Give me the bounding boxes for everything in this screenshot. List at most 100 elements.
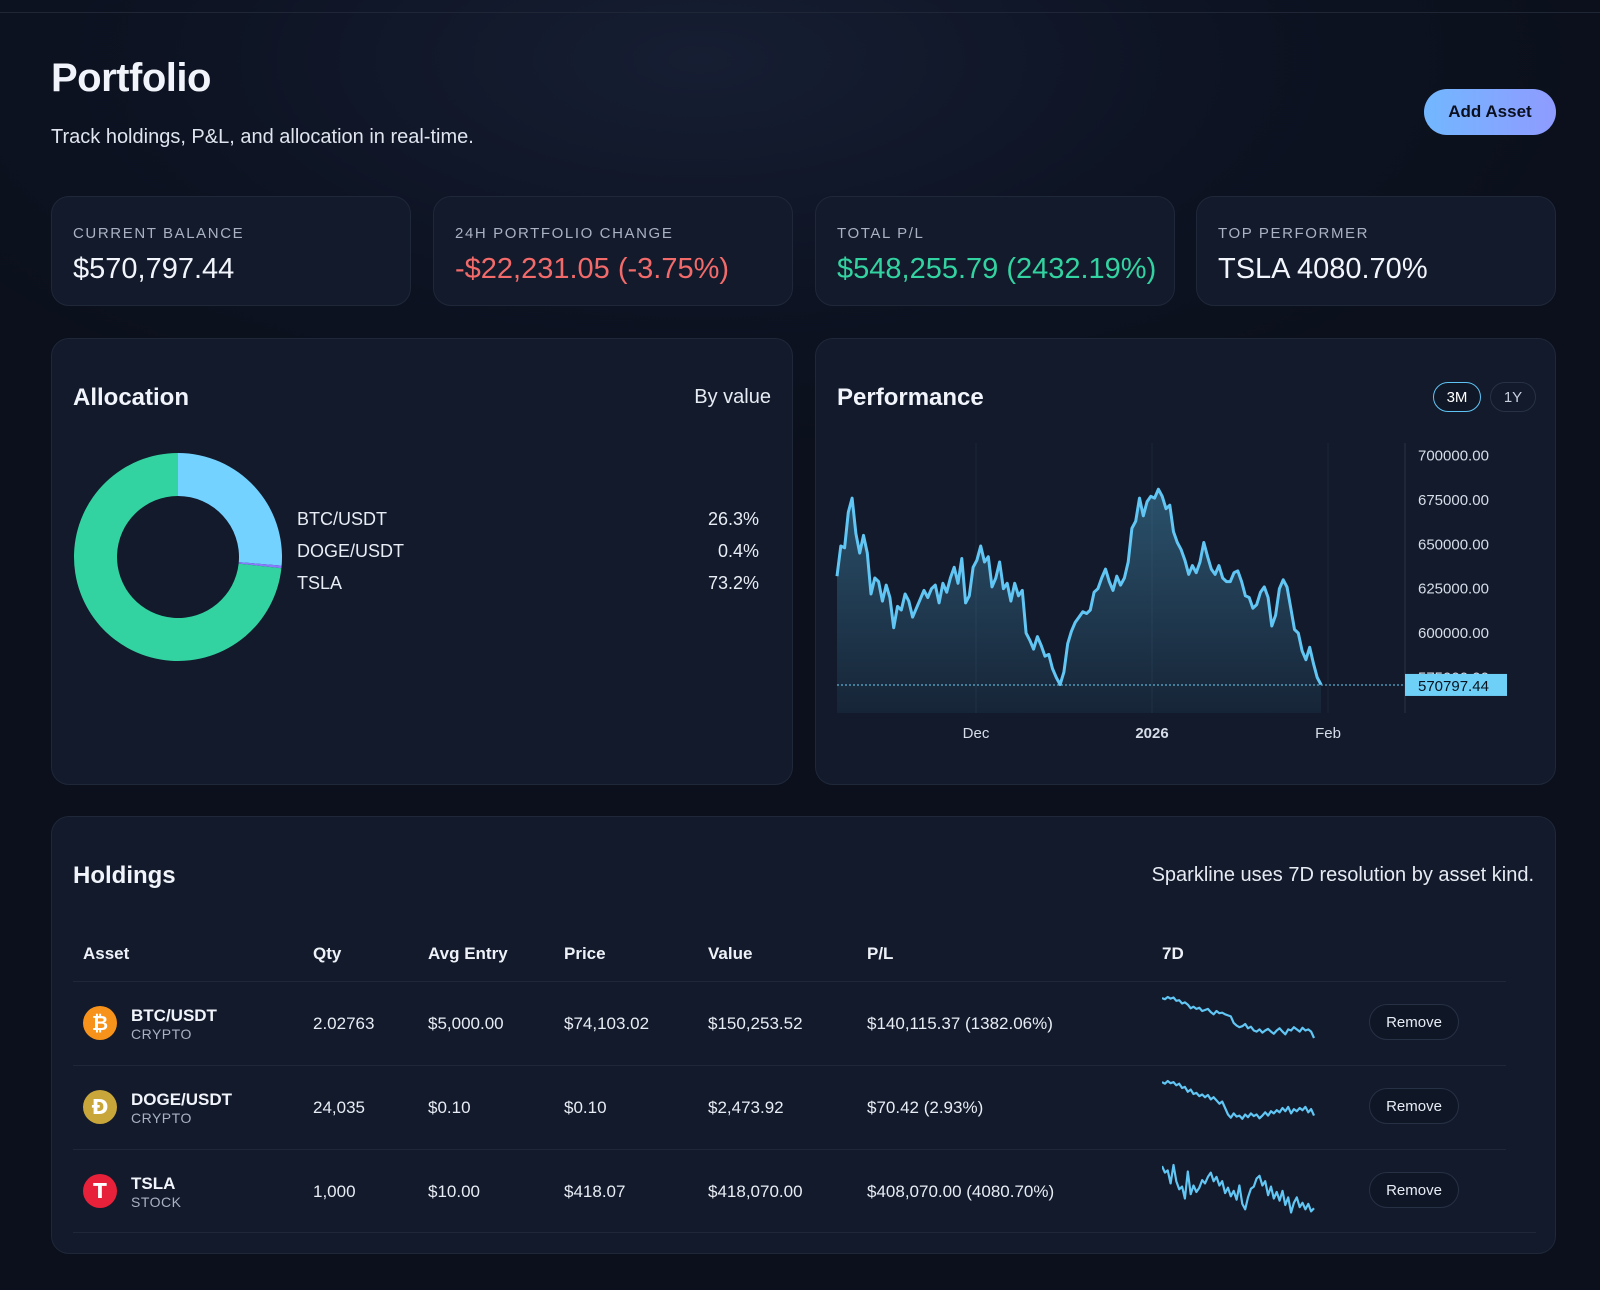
window-top-border	[0, 12, 1600, 13]
remove-button[interactable]: Remove	[1369, 1172, 1459, 1208]
legend-label: DOGE/USDT	[297, 541, 405, 561]
asset-kind: STOCK	[131, 1194, 182, 1210]
column-header-7d: 7D	[1162, 944, 1184, 963]
performance-line	[835, 487, 1323, 687]
stat-card-total-pl: TOTAL P/L $548,255.79 (2432.19%)	[815, 196, 1175, 306]
y-tick-label: 700000.00	[1418, 447, 1489, 464]
legend-item-doge: DOGE/USDT 0.4%	[297, 541, 759, 573]
column-header-pl: P/L	[867, 944, 894, 963]
legend-item-tsla: TSLA 73.2%	[297, 573, 759, 605]
asset-name: BTC/USDT	[131, 1006, 217, 1025]
price-cell: $418.07	[564, 1182, 626, 1201]
column-header-qty: Qty	[313, 944, 342, 963]
stat-value: $548,255.79 (2432.19%)	[837, 253, 1157, 285]
stat-label: TOTAL P/L	[837, 225, 925, 242]
icon-bg	[83, 1006, 117, 1040]
sparkline-7d	[1162, 995, 1316, 1039]
holdings-title: Holdings	[73, 862, 176, 889]
y-tick-label: 650000.00	[1418, 536, 1489, 553]
holdings-panel: Holdings Sparkline uses 7D resolution by…	[51, 816, 1556, 1254]
legend-label: TSLA	[297, 573, 343, 593]
allocation-donut-chart	[74, 453, 282, 661]
table-bottom-border	[73, 1232, 1536, 1233]
icon-glyph: ₿	[92, 1011, 108, 1035]
asset-name: DOGE/USDT	[131, 1090, 233, 1109]
asset-name: TSLA	[131, 1174, 176, 1193]
sparkline-7d	[1162, 1079, 1316, 1120]
column-header-value: Value	[708, 944, 753, 963]
range-3m-button[interactable]: 3M	[1433, 382, 1481, 412]
price-cell: $0.10	[564, 1098, 607, 1117]
y-tick-label: 675000.00	[1418, 492, 1489, 509]
x-tick-label: Feb	[1315, 725, 1341, 742]
x-tick-label: 2026	[1135, 725, 1168, 742]
sparkline-path	[1162, 995, 1316, 1039]
icon-bg	[83, 1174, 117, 1208]
avg-entry-cell: $0.10	[428, 1098, 471, 1117]
sparkline-path	[1162, 1079, 1316, 1120]
stat-label: CURRENT BALANCE	[73, 225, 245, 242]
legend-label: BTC/USDT	[297, 509, 387, 529]
allocation-legend: BTC/USDT 26.3% DOGE/USDT 0.4% TSLA 73.2%	[297, 509, 759, 605]
remove-button[interactable]: Remove	[1369, 1088, 1459, 1124]
bitcoin-icon: ₿	[83, 1006, 117, 1040]
stat-label: 24H PORTFOLIO CHANGE	[455, 225, 674, 242]
column-header-avg-entry: Avg Entry	[428, 944, 508, 963]
performance-area	[837, 489, 1321, 713]
stat-card-current-balance: CURRENT BALANCE $570,797.44	[51, 196, 411, 306]
pl-cell: $140,115.37 (1382.06%)	[867, 1014, 1053, 1033]
stat-label: TOP PERFORMER	[1218, 225, 1370, 242]
performance-panel: Performance 3M 1Y 700000.00 675000.00 6500…	[815, 338, 1556, 785]
stat-card-24h-change: 24H PORTFOLIO CHANGE -$22,231.05 (-3.75%…	[433, 196, 793, 306]
donut-slice-dogeusdt	[238, 562, 282, 569]
pl-cell: $408,070.00 (4080.70%)	[867, 1182, 1055, 1201]
dogecoin-icon: Ð	[83, 1090, 117, 1124]
stat-value: -$22,231.05 (-3.75%)	[455, 253, 730, 285]
x-tick-label: Dec	[963, 725, 990, 742]
table-row: Ð DOGE/USDT CRYPTO 24,035 $0.10 $0.10 $2…	[73, 1065, 1506, 1147]
y-tick-label: 625000.00	[1418, 581, 1489, 598]
qty-cell: 24,035	[313, 1098, 365, 1117]
range-1y-button[interactable]: 1Y	[1490, 382, 1536, 412]
allocation-panel: Allocation By value BTC/USDT 26.3% DOGE/…	[51, 338, 793, 785]
value-cell: $150,253.52	[708, 1014, 803, 1033]
performance-title: Performance	[837, 384, 984, 411]
qty-cell: 1,000	[313, 1182, 356, 1201]
allocation-mode: By value	[694, 386, 771, 408]
current-price-label: 570797.44	[1418, 678, 1489, 695]
tesla-icon: T	[83, 1174, 117, 1208]
sparkline-path	[1162, 1163, 1315, 1214]
legend-percent: 73.2%	[707, 573, 759, 593]
legend-percent: 26.3%	[707, 509, 759, 529]
add-asset-button[interactable]: Add Asset	[1424, 89, 1556, 135]
legend-item-btc: BTC/USDT 26.3%	[297, 509, 759, 541]
legend-percent: 0.4%	[717, 541, 759, 561]
asset-kind: CRYPTO	[131, 1026, 192, 1042]
stat-value: TSLA 4080.70%	[1218, 253, 1428, 285]
icon-glyph: T	[93, 1179, 107, 1203]
value-cell: $418,070.00	[708, 1182, 803, 1201]
current-price-badge	[1405, 673, 1507, 696]
remove-button[interactable]: Remove	[1369, 1004, 1459, 1040]
column-header-price: Price	[564, 944, 606, 963]
value-cell: $2,473.92	[708, 1098, 784, 1117]
donut-slice-btcusdt	[178, 453, 282, 566]
table-row: ₿ BTC/USDT CRYPTO 2.02763 $5,000.00 $74,…	[73, 981, 1506, 1063]
stat-value: $570,797.44	[73, 253, 235, 285]
table-row: T TSLA STOCK 1,000 $10.00 $418.07 $418,0…	[73, 1149, 1506, 1231]
page-title: Portfolio	[51, 56, 211, 100]
performance-chart: 700000.00 675000.00 650000.00 625000.00 6000…	[835, 443, 1507, 742]
page-header: Portfolio Track holdings, P&L, and alloc…	[51, 56, 1556, 156]
holdings-note: Sparkline uses 7D resolution by asset ki…	[1151, 864, 1534, 886]
column-header-asset: Asset	[83, 944, 130, 963]
donut-slice-tsla	[74, 453, 282, 661]
allocation-title: Allocation	[73, 384, 190, 411]
avg-entry-cell: $5,000.00	[428, 1014, 504, 1033]
pl-cell: $70.42 (2.93%)	[867, 1098, 984, 1117]
asset-kind: CRYPTO	[131, 1110, 192, 1126]
icon-bg	[83, 1090, 117, 1124]
sparkline-7d	[1162, 1163, 1315, 1214]
icon-glyph: Ð	[92, 1095, 109, 1119]
price-cell: $74,103.02	[564, 1014, 650, 1033]
qty-cell: 2.02763	[313, 1014, 375, 1033]
